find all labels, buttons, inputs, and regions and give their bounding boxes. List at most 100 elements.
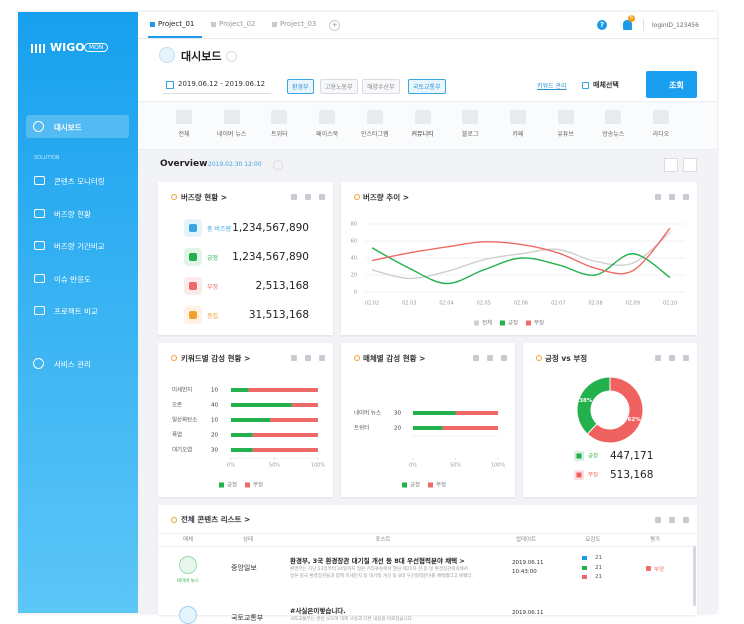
list-header-bg	[158, 533, 697, 547]
panel	[341, 343, 515, 497]
title-icon	[159, 47, 175, 63]
menu-item[interactable]: 이슈 반응도	[54, 274, 91, 284]
panel-tool[interactable]	[291, 355, 297, 361]
tag[interactable]: 환경부	[287, 79, 314, 94]
tab[interactable]: Project_01	[158, 20, 195, 28]
panel-tool[interactable]	[501, 355, 507, 361]
panel-icon	[171, 194, 177, 200]
panel-title[interactable]: 긍정 vs 부정	[545, 354, 588, 363]
media-label[interactable]: 트위터	[271, 131, 288, 138]
tab[interactable]: Project_02	[219, 20, 256, 28]
panel-tool[interactable]	[669, 517, 675, 523]
panel-title[interactable]: 버즈량 현황 >	[181, 193, 228, 202]
panel-tool[interactable]	[319, 194, 325, 200]
rating: 부정	[654, 567, 665, 573]
buzz-label: 부정	[207, 284, 219, 291]
menu-item[interactable]: 서비스 관리	[54, 360, 91, 369]
source: 국토교통부	[231, 614, 264, 622]
buzz-value: 1,234,567,890	[232, 251, 309, 263]
panel-tool[interactable]	[655, 355, 661, 361]
buzz-value: 31,513,168	[248, 309, 309, 321]
tab[interactable]: Project_03	[280, 20, 317, 28]
panel-title[interactable]: 매체별 감성 현황 >	[363, 354, 426, 363]
panel-tool[interactable]	[669, 355, 675, 361]
panel-tool[interactable]	[655, 517, 661, 523]
media-label[interactable]: 페이스북	[316, 131, 339, 138]
post-title[interactable]: 환경부, 3국 환경장관 대기질 개선 등 8대 우선협력분야 채택 >	[290, 557, 465, 565]
panel-tool[interactable]	[683, 517, 689, 523]
media-icon[interactable]	[557, 110, 574, 124]
panel-tool[interactable]	[291, 194, 297, 200]
panel-tool[interactable]	[319, 355, 325, 361]
media-label[interactable]: 라디오	[652, 131, 670, 138]
help-button[interactable]: ?	[597, 20, 607, 30]
panel-icon	[536, 355, 542, 361]
media-label[interactable]: 네이버 뉴스	[216, 131, 247, 138]
title-toggle[interactable]	[226, 51, 237, 62]
panel-title[interactable]: 전체 콘텐츠 리스트 >	[181, 515, 251, 524]
search-label[interactable]: 조회	[669, 81, 684, 90]
media-icon[interactable]	[223, 110, 240, 124]
media-icon[interactable]	[653, 110, 669, 124]
post-body: 일본·중국 환경장관들과 함께 미세먼지 등 대기질 개선 등 8대 우선협력분…	[290, 574, 473, 579]
filter-icon	[582, 82, 589, 89]
tab-bar	[138, 12, 717, 39]
media-icon[interactable]	[509, 110, 526, 124]
buzz-icon	[189, 311, 197, 319]
layout-button[interactable]	[683, 158, 697, 172]
media-label[interactable]: 전체	[178, 131, 190, 138]
panel-tool[interactable]	[305, 355, 311, 361]
media-icon[interactable]	[319, 110, 336, 124]
panel-title[interactable]: 버즈량 추이 >	[363, 193, 410, 202]
media-label[interactable]: 카페	[512, 131, 524, 138]
media-icon[interactable]	[366, 110, 383, 124]
tab-add[interactable]: +	[329, 20, 340, 31]
active-menu-bg[interactable]	[26, 115, 129, 138]
save-button[interactable]	[664, 158, 678, 172]
menu-item[interactable]: 버즈량 현황	[54, 209, 91, 219]
media-icon[interactable]	[176, 110, 192, 124]
media-icon[interactable]	[414, 110, 431, 124]
menu-icon	[34, 176, 45, 185]
bell-icon[interactable]	[623, 20, 632, 30]
menu-icon	[33, 121, 44, 132]
media-label[interactable]: 인스타그램	[360, 131, 389, 138]
media-select[interactable]: 매체선택	[593, 81, 619, 89]
tab-icon	[150, 22, 155, 27]
panel-tool[interactable]	[669, 194, 675, 200]
media-icon[interactable]	[271, 110, 288, 124]
media-label[interactable]: 블로그	[461, 131, 479, 138]
media-label[interactable]: 커뮤니티	[411, 131, 434, 138]
tag[interactable]: 고용노동부	[320, 79, 358, 94]
media-icon[interactable]	[462, 110, 479, 124]
metric-icon	[582, 575, 587, 579]
menu-item[interactable]: 대시보드	[54, 123, 82, 132]
menu-item[interactable]: 콘텐츠 모니터링	[54, 177, 105, 186]
panel-tool[interactable]	[655, 194, 661, 200]
panel-title[interactable]: 키워드별 감성 현황 >	[181, 354, 251, 363]
panel-tool[interactable]	[683, 194, 689, 200]
post-body: 국토교통부는 관련 보도에 대해 사실과 다른 내용을 바로잡습니다.	[290, 617, 414, 622]
tag[interactable]: 국토교통부	[408, 79, 446, 94]
media-icon[interactable]	[605, 110, 622, 124]
tag[interactable]: 해양수산부	[362, 79, 400, 94]
scrollbar[interactable]	[693, 546, 696, 606]
menu-item[interactable]: 프로젝트 비교	[54, 307, 98, 316]
panel-tool[interactable]	[473, 355, 479, 361]
panel-tool[interactable]	[683, 355, 689, 361]
media-label[interactable]: 유튜브	[557, 131, 574, 138]
refresh-button[interactable]	[273, 160, 283, 170]
media-icon	[179, 606, 197, 624]
media-label[interactable]: 방송뉴스	[602, 131, 625, 138]
panel-tool[interactable]	[487, 355, 493, 361]
date-picker[interactable]	[163, 77, 271, 94]
column-header: 포스트	[375, 537, 391, 543]
search-button[interactable]	[646, 71, 697, 98]
panel	[158, 343, 333, 497]
keyword-manage[interactable]: 키워드 관리	[537, 83, 567, 90]
post-title[interactable]: #사실은이렇습니다.	[290, 607, 346, 615]
login-id[interactable]: loginID_123456	[652, 22, 699, 29]
date-range[interactable]: 2019.06.12 - 2019.06.12	[178, 80, 266, 88]
panel-tool[interactable]	[305, 194, 311, 200]
menu-item[interactable]: 버즈량 기간비교	[54, 242, 105, 251]
